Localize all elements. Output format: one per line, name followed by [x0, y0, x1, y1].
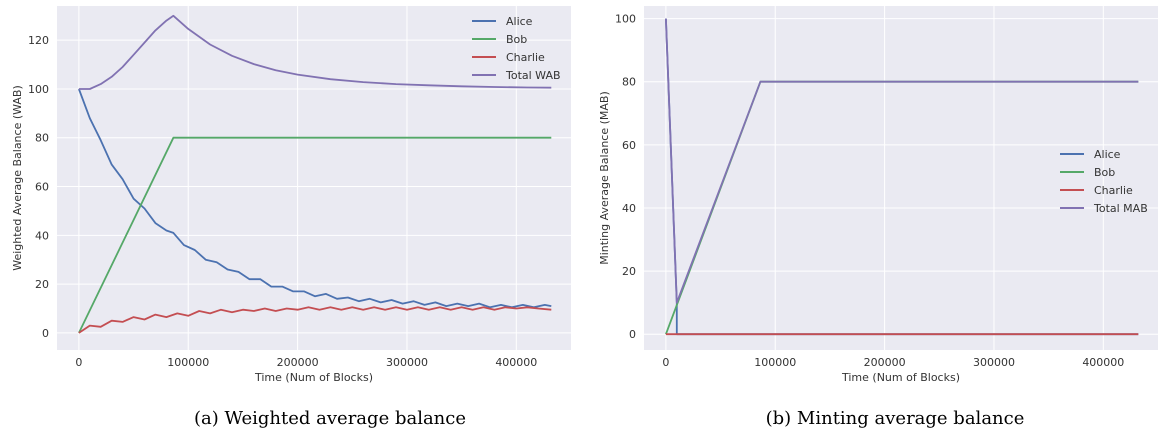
series-line-charlie — [78, 306, 552, 334]
x-tick-label: 200000 — [864, 356, 906, 369]
y-tick-label: 40 — [622, 202, 636, 215]
y-axis-label: Weighted Average Balance (WAB) — [11, 85, 24, 271]
legend-label: Bob — [1094, 166, 1115, 179]
y-tick-label: 20 — [622, 265, 636, 278]
legend-label: Charlie — [1094, 184, 1133, 197]
x-tick-label: 400000 — [1082, 356, 1124, 369]
y-tick-label: 80 — [35, 132, 49, 145]
x-tick-label: 200000 — [277, 356, 319, 369]
y-tick-label: 0 — [42, 327, 49, 340]
plot-area — [57, 6, 571, 350]
series-line-bob — [78, 136, 552, 334]
x-tick-label: 100000 — [754, 356, 796, 369]
y-axis-label: Minting Average Balance (MAB) — [598, 91, 611, 265]
x-tick-label: 0 — [75, 356, 82, 369]
x-tick-label: 0 — [662, 356, 669, 369]
series-line-total-mab — [665, 18, 1139, 304]
y-tick-label: 60 — [35, 181, 49, 194]
chart-minting-average-balance: 0 100000 200000 300000 400000 0 20 40 60 80 100 Tim… — [598, 6, 1158, 429]
x-tick-label: 400000 — [495, 356, 537, 369]
chart-weighted-average-balance: 0 100000 200000 300000 400000 0 20 40 60 80 100 120… — [11, 6, 571, 429]
series-line-alice — [78, 88, 552, 309]
y-tick-label: 120 — [28, 34, 49, 47]
x-tick-label: 100000 — [167, 356, 209, 369]
figure-caption: (b) Minting average balance — [766, 408, 1025, 429]
series-line-total-wab — [78, 14, 552, 90]
legend-label: Bob — [506, 33, 527, 46]
x-axis-label: Time (Num of Blocks) — [841, 371, 960, 384]
legend: Alice Bob Charlie Total MAB — [1060, 148, 1148, 215]
legend: Alice Bob Charlie Total WAB — [472, 15, 561, 82]
x-axis-label: Time (Num of Blocks) — [254, 371, 373, 384]
legend-label: Charlie — [506, 51, 545, 64]
legend-label: Total WAB — [505, 69, 561, 82]
y-tick-label: 0 — [629, 328, 636, 341]
x-tick-label: 300000 — [386, 356, 428, 369]
plot-area — [644, 6, 1158, 350]
y-tick-label: 100 — [28, 83, 49, 96]
y-tick-label: 40 — [35, 229, 49, 242]
y-tick-label: 20 — [35, 278, 49, 291]
legend-label: Alice — [1094, 148, 1121, 161]
y-tick-label: 80 — [622, 76, 636, 89]
y-tick-label: 100 — [615, 13, 636, 26]
legend-label: Alice — [506, 15, 533, 28]
figure-caption: (a) Weighted average balance — [194, 408, 466, 429]
legend-label: Total MAB — [1093, 202, 1148, 215]
x-tick-label: 300000 — [973, 356, 1015, 369]
y-tick-label: 60 — [622, 139, 636, 152]
